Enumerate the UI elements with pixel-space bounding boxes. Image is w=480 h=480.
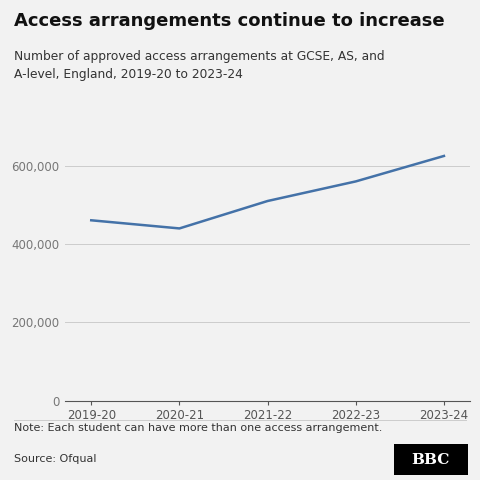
Text: Number of approved access arrangements at GCSE, AS, and
A-level, England, 2019-2: Number of approved access arrangements a… bbox=[14, 50, 385, 81]
Text: BBC: BBC bbox=[412, 453, 450, 467]
Text: Access arrangements continue to increase: Access arrangements continue to increase bbox=[14, 12, 445, 30]
Text: Source: Ofqual: Source: Ofqual bbox=[14, 454, 97, 464]
Text: Note: Each student can have more than one access arrangement.: Note: Each student can have more than on… bbox=[14, 423, 383, 433]
